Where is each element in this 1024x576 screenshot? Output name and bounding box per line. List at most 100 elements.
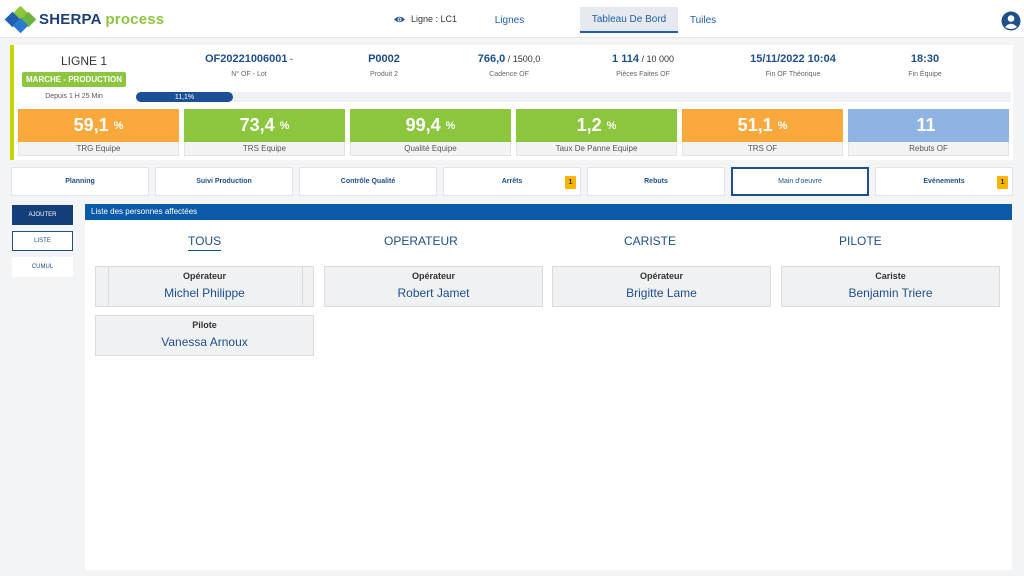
kpi-qualite-equipe[interactable]: 99,4% Qualité Equipe <box>350 109 511 157</box>
tab-label: Main d'oeuvre <box>778 178 822 185</box>
logo-text: SHERPA process <box>39 11 164 28</box>
pieces-total: / 10 000 <box>638 54 674 64</box>
product-code: P0002 <box>368 53 400 65</box>
person-card-vanessa-arnoux[interactable]: Pilote Vanessa Arnoux <box>95 315 314 356</box>
ligne-selector[interactable]: Ligne : LC1 <box>393 14 457 24</box>
product-label: Produit 2 <box>369 71 399 78</box>
kpi-label: TRS OF <box>682 142 843 156</box>
tab-planning[interactable]: Planning <box>11 167 149 196</box>
filter-pilote[interactable]: PILOTE <box>839 234 882 248</box>
person-name: Robert Jamet <box>397 286 470 300</box>
kpi-label: Taux De Panne Equipe <box>516 142 677 156</box>
kpi-unit: % <box>279 119 290 132</box>
cumul-button[interactable]: CUMUL <box>12 257 73 277</box>
tab-label: Arrêts <box>501 178 523 185</box>
cadence-label: Cadence OF <box>489 71 529 78</box>
cadence-value: 766,0 <box>477 53 506 65</box>
kpi-label: TRG Equipe <box>18 142 179 156</box>
nav-tab-tuiles[interactable]: Tuiles <box>689 14 717 26</box>
of-suffix: - <box>287 54 294 64</box>
top-bar: SHERPA process Ligne : LC1 Lignes Tablea… <box>0 0 1024 38</box>
kpi-value: 51,1 <box>737 115 773 135</box>
nav-tab-tableau-de-bord[interactable]: Tableau De Bord <box>580 7 678 33</box>
kpi-unit: % <box>606 119 617 132</box>
person-card-benjamin-triere[interactable]: Cariste Benjamin Triere <box>781 266 1000 307</box>
evenements-count-badge: 1 <box>997 176 1008 189</box>
kpi-unit: % <box>445 119 456 132</box>
person-role: Opérateur <box>182 271 226 281</box>
fin-equipe-block: 18:30 Fin Équipe <box>890 53 960 78</box>
kpi-trs-equipe[interactable]: 73,4% TRS Equipe <box>184 109 345 157</box>
tab-label: Rebuts <box>644 178 668 185</box>
kpi-trs-of[interactable]: 51,1% TRS OF <box>682 109 843 157</box>
kpi-row: 59,1% TRG Equipe 73,4% TRS Equipe 99,4% … <box>18 109 1014 157</box>
personnel-panel: Liste des personnes affectées TOUS OPERA… <box>85 204 1012 570</box>
fin-of-value: 15/11/2022 10:04 <box>750 53 836 65</box>
fin-of-block: 15/11/2022 10:04 Fin OF Théorique <box>738 53 848 78</box>
logo-text-process: process <box>105 10 165 28</box>
person-name: Michel Philippe <box>164 286 245 300</box>
cadence-block: 766,0 / 1500,0 Cadence OF <box>464 53 554 78</box>
panel-title: Liste des personnes affectées <box>85 204 1012 220</box>
kpi-label: Qualité Equipe <box>350 142 511 156</box>
tab-evenements[interactable]: Evénements 1 <box>875 167 1013 196</box>
filter-tous[interactable]: TOUS <box>188 234 222 251</box>
fin-equipe-label: Fin Équipe <box>908 71 942 78</box>
person-name: Benjamin Triere <box>848 286 933 300</box>
tab-label: Planning <box>65 178 95 185</box>
arrets-count-badge: 1 <box>565 176 576 189</box>
tab-main-doeuvre[interactable]: Main d'oeuvre <box>731 167 869 196</box>
person-role: Cariste <box>875 271 906 281</box>
person-name: Brigitte Lame <box>626 286 697 300</box>
kpi-unit: % <box>113 119 124 132</box>
of-number: OF20221006001 <box>204 53 288 65</box>
kpi-value: 1,2 <box>576 115 602 135</box>
ligne-selector-label: Ligne : LC1 <box>411 14 458 24</box>
nav-tab-lignes[interactable]: Lignes <box>494 14 525 26</box>
filter-operateur[interactable]: OPERATEUR <box>384 234 458 248</box>
person-card-brigitte-lame[interactable]: Opérateur Brigitte Lame <box>552 266 771 307</box>
kpi-label: Rebuts OF <box>848 142 1009 156</box>
tab-label: Evénements <box>923 178 965 185</box>
fin-equipe-value: 18:30 <box>910 53 940 65</box>
line-header-card: LIGNE 1 MARCHE - PRODUCTION Depuis 1 H 2… <box>10 45 1013 160</box>
pieces-label: Pièces Faites OF <box>616 71 670 78</box>
eye-icon <box>394 16 405 22</box>
tab-controle-qualite[interactable]: Contrôle Qualité <box>299 167 437 196</box>
person-role: Opérateur <box>639 271 683 281</box>
status-duration: Depuis 1 H 25 Min <box>45 93 103 100</box>
logo[interactable]: SHERPA process <box>4 5 164 34</box>
ajouter-button[interactable]: AJOUTER <box>12 205 73 225</box>
kpi-value: 11 <box>916 115 936 135</box>
kpi-trg-equipe[interactable]: 59,1% TRG Equipe <box>18 109 179 157</box>
kpi-rebuts-of[interactable]: 11 Rebuts OF <box>848 109 1009 157</box>
pieces-block: 1 114 / 10 000 Pièces Faites OF <box>598 53 688 78</box>
status-badge: MARCHE - PRODUCTION <box>22 72 126 87</box>
tab-label: Suivi Production <box>196 178 252 185</box>
liste-button[interactable]: LISTE <box>12 231 73 251</box>
logo-mark-icon <box>4 5 37 34</box>
tab-suivi-production[interactable]: Suivi Production <box>155 167 293 196</box>
of-progress-bar: 11,1% <box>136 92 1011 102</box>
kpi-taux-panne-equipe[interactable]: 1,2% Taux De Panne Equipe <box>516 109 677 157</box>
pieces-value: 1 114 <box>612 53 639 65</box>
tab-rebuts[interactable]: Rebuts <box>587 167 725 196</box>
cadence-total: / 1500,0 <box>505 54 541 64</box>
kpi-value: 99,4 <box>405 115 441 135</box>
kpi-value: 73,4 <box>239 115 275 135</box>
user-account-icon[interactable] <box>1001 11 1021 31</box>
tab-arrets[interactable]: Arrêts 1 <box>443 167 581 196</box>
person-card-michel-philippe[interactable]: Opérateur Michel Philippe <box>95 266 314 307</box>
fin-of-label: Fin OF Théorique <box>765 71 821 78</box>
of-number-block: OF20221006001 - N° OF - Lot <box>194 53 304 78</box>
person-role: Pilote <box>192 320 217 330</box>
of-number-label: N° OF - Lot <box>231 71 267 78</box>
logo-text-sherpa: SHERPA <box>39 10 102 28</box>
kpi-label: TRS Equipe <box>184 142 345 156</box>
kpi-value: 59,1 <box>73 115 109 135</box>
person-card-robert-jamet[interactable]: Opérateur Robert Jamet <box>324 266 543 307</box>
kpi-unit: % <box>777 119 788 132</box>
person-role: Opérateur <box>411 271 455 281</box>
of-progress-fill: 11,1% <box>136 92 233 102</box>
filter-cariste[interactable]: CARISTE <box>624 234 677 248</box>
